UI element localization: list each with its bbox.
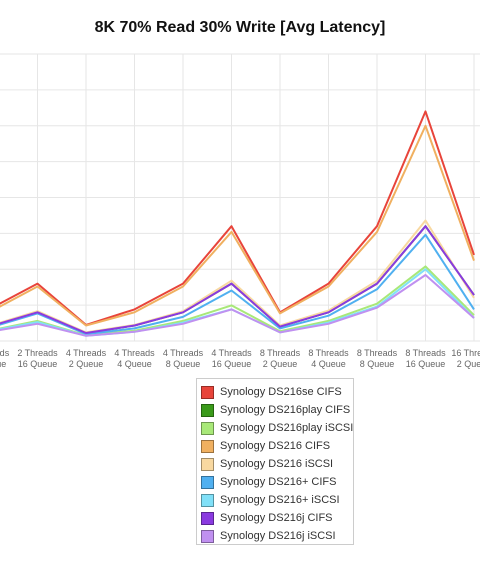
legend-swatch	[201, 421, 214, 435]
legend-item[interactable]: Synology DS216se CIFS	[201, 383, 353, 401]
legend-item[interactable]: Synology DS216j iSCSI	[201, 527, 353, 545]
series-line-4	[0, 124, 475, 327]
legend-item[interactable]: Synology DS216j CIFS	[201, 509, 353, 527]
legend-swatch	[201, 511, 214, 525]
legend-label: Synology DS216 iSCSI	[220, 458, 334, 470]
legend-label: Synology DS216 CIFS	[220, 440, 331, 452]
legend-item[interactable]: Synology DS216+ CIFS	[201, 473, 353, 491]
legend-swatch	[201, 475, 214, 489]
legend-item[interactable]: Synology DS216 iSCSI	[201, 455, 353, 473]
x-tick-label: 4 Threads 8 Queue	[163, 348, 204, 369]
legend-label: Synology DS216play iSCSI	[220, 422, 354, 434]
series-line-1	[0, 110, 475, 326]
x-tick-label: 2 Threads 16 Queue	[17, 348, 58, 369]
x-tick-label: 8 Threads 8 Queue	[357, 348, 398, 369]
legend-swatch	[201, 529, 214, 543]
series-line-8	[0, 225, 475, 334]
legend-label: Synology DS216j iSCSI	[220, 530, 336, 542]
grid	[0, 53, 480, 342]
chart-title: 8K 70% Read 30% Write [Avg Latency]	[94, 19, 386, 36]
legend-item[interactable]: Synology DS216+ iSCSI	[201, 491, 353, 509]
legend-label: Synology DS216play CIFS	[220, 404, 351, 416]
legend-swatch	[201, 493, 214, 507]
legend-item[interactable]: Synology DS216 CIFS	[201, 437, 353, 455]
legend-label: Synology DS216+ CIFS	[220, 476, 337, 488]
series-line-9	[0, 274, 475, 337]
x-tick-label: 4 Threads 2 Queue	[66, 348, 107, 369]
legend-item[interactable]: Synology DS216play CIFS	[201, 401, 353, 419]
legend-swatch	[201, 385, 214, 399]
legend-label: Synology DS216se CIFS	[220, 386, 342, 398]
legend: Synology DS216se CIFS Synology DS216play …	[196, 378, 354, 545]
legend-swatch	[201, 403, 214, 417]
legend-swatch	[201, 457, 214, 471]
series-line-6	[0, 233, 475, 336]
x-tick-label: 8 Threads 4 Queue	[308, 348, 349, 369]
legend-label: Synology DS216+ iSCSI	[220, 494, 340, 506]
legend-item[interactable]: Synology DS216play iSCSI	[201, 419, 353, 437]
x-tick-label: 4 Threads 16 Queue	[211, 348, 252, 369]
x-tick-label: 8 Threads 2 Queue	[260, 348, 301, 369]
x-tick-label: 4 Threads 4 Queue	[114, 348, 155, 369]
legend-label: Synology DS216j CIFS	[220, 512, 333, 524]
x-tick-label: 8 Threads 16 Queue	[405, 348, 446, 369]
legend-swatch	[201, 439, 214, 453]
series-lines	[0, 110, 475, 337]
